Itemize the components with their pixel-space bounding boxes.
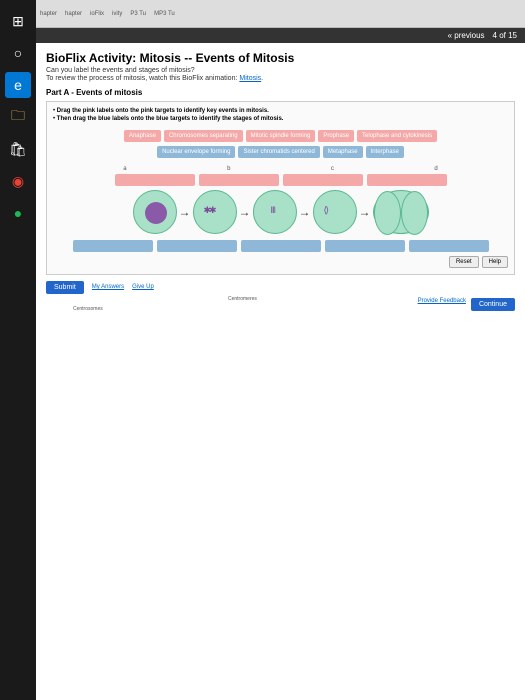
cell-interphase	[133, 190, 177, 234]
blue-label[interactable]: Nuclear envelope forming	[157, 146, 235, 158]
diagram: abcd → ✱✱ → ‖‖ → ⟨ ⟩ →	[53, 166, 508, 252]
store-icon[interactable]: 🛍	[5, 136, 31, 162]
submit-row: Submit My Answers Give Up	[46, 281, 515, 294]
pink-label[interactable]: Chromosomes separating	[164, 130, 243, 142]
blue-label[interactable]: Sister chromatids centered	[238, 146, 319, 158]
pink-target[interactable]	[367, 174, 447, 186]
feedback-link[interactable]: Provide Feedback	[418, 298, 466, 304]
cell-prophase: ✱✱	[193, 190, 237, 234]
help-button[interactable]: Help	[482, 256, 508, 268]
letter-row: abcd	[53, 166, 508, 172]
tab[interactable]: ioFlix	[90, 11, 104, 17]
cell-telophase	[373, 190, 429, 234]
pink-targets	[53, 174, 508, 186]
submit-button[interactable]: Submit	[46, 281, 84, 294]
arrow-icon: →	[299, 205, 311, 219]
centrosomes-label: Centrosomes	[73, 306, 103, 312]
subtitle-2: To review the process of mitosis, watch …	[46, 75, 515, 82]
subtitle-1: Can you label the events and stages of m…	[46, 67, 515, 74]
footer-row: Provide Feedback Continue	[46, 298, 515, 311]
search-icon[interactable]: ○	[5, 40, 31, 66]
pink-label[interactable]: Telophase and cytokinesis	[357, 130, 437, 142]
tab[interactable]: P3 Tu	[130, 11, 146, 17]
blue-target[interactable]	[157, 240, 237, 252]
pink-target[interactable]	[199, 174, 279, 186]
mitosis-link[interactable]: Mitosis	[239, 75, 261, 82]
pink-label[interactable]: Mitotic spindle forming	[246, 130, 316, 142]
pink-target[interactable]	[115, 174, 195, 186]
blue-target[interactable]	[325, 240, 405, 252]
windows-start-icon[interactable]: ⊞	[5, 8, 31, 34]
tab[interactable]: MP3 Tu	[154, 11, 175, 17]
give-up-link[interactable]: Give Up	[132, 284, 154, 290]
cell-row: → ✱✱ → ‖‖ → ⟨ ⟩ →	[53, 190, 508, 234]
nav-bar: « previous 4 of 15	[36, 28, 525, 43]
part-a-label: Part A - Events of mitosis	[46, 88, 515, 97]
pink-label[interactable]: Anaphase	[124, 130, 161, 142]
blue-target[interactable]	[241, 240, 321, 252]
blue-targets	[53, 240, 508, 252]
pink-label[interactable]: Prophase	[318, 130, 354, 142]
tab-strip: hapter hapter ioFlix ivity P3 Tu MP3 Tu	[36, 0, 525, 28]
edge-icon[interactable]: e	[5, 72, 31, 98]
instructions: • Drag the pink labels onto the pink tar…	[53, 108, 508, 124]
page-title: BioFlix Activity: Mitosis -- Events of M…	[46, 51, 515, 65]
tab[interactable]: hapter	[40, 11, 57, 17]
activity-buttons: Reset Help	[53, 256, 508, 268]
centromeres-label: Centromeres	[228, 296, 257, 302]
tab[interactable]: ivity	[112, 11, 122, 17]
browser-window: hapter hapter ioFlix ivity P3 Tu MP3 Tu …	[36, 0, 525, 700]
windows-taskbar: ⊞ ○ e 🗀 🛍 ◉ ●	[0, 0, 36, 700]
pink-target[interactable]	[283, 174, 363, 186]
reset-button[interactable]: Reset	[449, 256, 479, 268]
cell-metaphase: ‖‖	[253, 190, 297, 234]
chrome-icon[interactable]: ◉	[5, 168, 31, 194]
tab[interactable]: hapter	[65, 11, 82, 17]
arrow-icon: →	[179, 205, 191, 219]
spotify-icon[interactable]: ●	[5, 200, 31, 226]
blue-target[interactable]	[409, 240, 489, 252]
activity-box: • Drag the pink labels onto the pink tar…	[46, 101, 515, 275]
page-indicator: 4 of 15	[493, 31, 517, 40]
explorer-icon[interactable]: 🗀	[5, 104, 31, 130]
pink-label-bank: Anaphase Chromosomes separating Mitotic …	[53, 130, 508, 142]
continue-button[interactable]: Continue	[471, 298, 515, 311]
content-area: BioFlix Activity: Mitosis -- Events of M…	[36, 43, 525, 700]
prev-link[interactable]: « previous	[448, 31, 485, 40]
cell-anaphase: ⟨ ⟩	[313, 190, 357, 234]
blue-label[interactable]: Interphase	[366, 146, 404, 158]
blue-label[interactable]: Metaphase	[323, 146, 363, 158]
arrow-icon: →	[239, 205, 251, 219]
blue-label-bank: Nuclear envelope forming Sister chromati…	[53, 146, 508, 158]
blue-target[interactable]	[73, 240, 153, 252]
my-answers-link[interactable]: My Answers	[92, 284, 124, 290]
arrow-icon: →	[359, 205, 371, 219]
